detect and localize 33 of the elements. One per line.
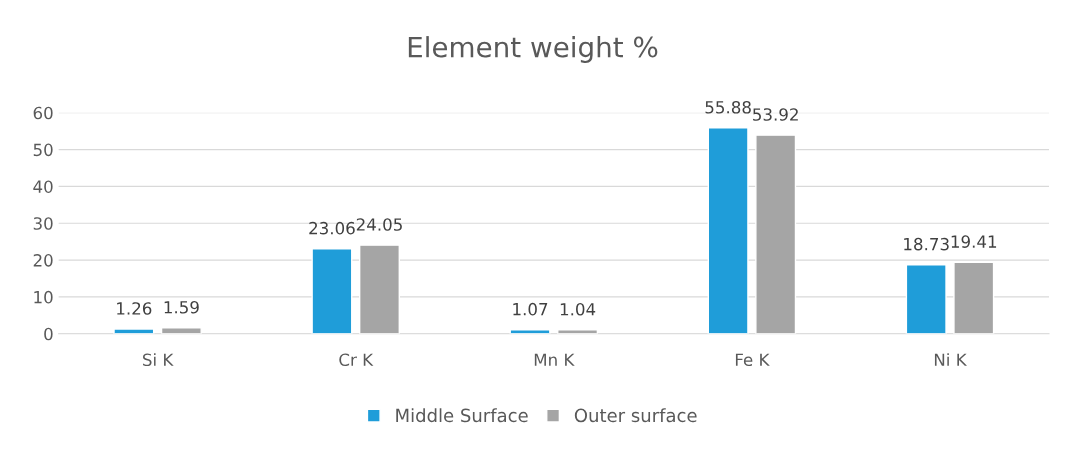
y-tick-label: 60 <box>33 106 53 120</box>
x-tick-label: Si K <box>143 353 174 367</box>
y-tick-label: 20 <box>33 254 53 267</box>
data-label: 23.06 <box>309 221 355 235</box>
data-label: 1.04 <box>560 302 596 316</box>
y-tick-label: 10 <box>34 290 53 304</box>
data-label: 1.26 <box>117 302 152 315</box>
bar <box>113 328 155 334</box>
data-label: 55.88 <box>705 100 751 114</box>
x-tick-label: Mn K <box>534 353 575 366</box>
data-label: 24.05 <box>356 218 402 231</box>
bar <box>905 264 947 334</box>
chart-title: Element weight % <box>408 36 658 63</box>
y-tick-label: 30 <box>33 217 53 230</box>
bar <box>311 248 353 334</box>
bar <box>707 127 749 334</box>
data-label: 18.73 <box>904 237 949 251</box>
x-tick-label: Cr K <box>339 353 374 367</box>
legend-label: Middle Surface <box>396 408 528 423</box>
x-tick-label: Ni K <box>934 353 967 366</box>
bar <box>358 244 400 334</box>
y-tick-label: 50 <box>33 143 53 157</box>
bar <box>160 327 202 334</box>
bar <box>755 134 797 334</box>
data-label: 1.07 <box>513 302 548 316</box>
bar <box>953 261 995 334</box>
data-label: 53.92 <box>753 108 798 121</box>
legend-label: Outer surface <box>574 408 697 423</box>
x-tick-label: Fe K <box>735 353 770 367</box>
data-label: 19.41 <box>951 235 997 248</box>
data-label: 1.59 <box>164 300 199 314</box>
y-tick-label: 40 <box>33 180 53 193</box>
y-tick-label: 0 <box>44 327 53 341</box>
